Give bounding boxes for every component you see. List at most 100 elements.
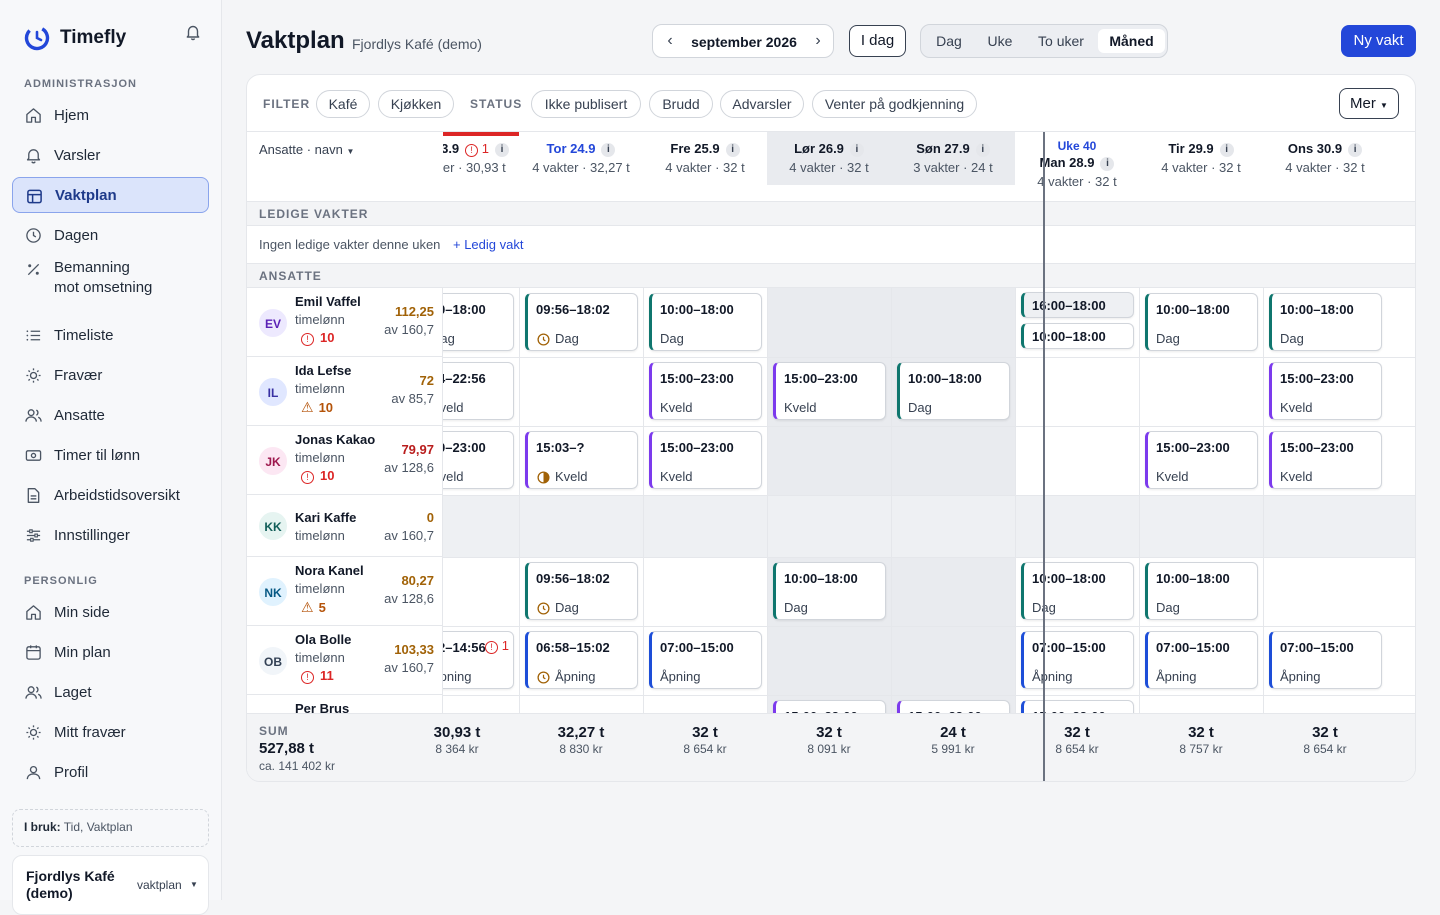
- day-header[interactable]: Søn 27.9 i: [891, 141, 1015, 157]
- employee-row-header[interactable]: JK Jonas Kakao timelønn! 10 79,97 av 128,6: [247, 426, 443, 495]
- employee-row-header[interactable]: OB Ola Bolle timelønn! 11 103,33 av 160,7: [247, 626, 443, 695]
- sidebar-item-min-side[interactable]: Min side: [12, 594, 209, 630]
- shift-time: 15:00–23:00: [784, 709, 858, 713]
- sidebar-item-hjem[interactable]: Hjem: [12, 97, 209, 133]
- sidebar-item-dagen[interactable]: Dagen: [12, 217, 209, 253]
- day-header[interactable]: Ons 23.9! 1i: [443, 141, 519, 157]
- more-button[interactable]: Mer ▼: [1339, 88, 1399, 119]
- shift-card[interactable]: 09:56–18:02 Dag: [525, 293, 638, 351]
- shift-card[interactable]: 15:00–23:00 Kveld: [773, 362, 886, 420]
- status-chip-pending[interactable]: Venter på godkjenning: [812, 90, 977, 118]
- info-icon[interactable]: i: [495, 143, 510, 157]
- day-header[interactable]: Lør 26.9 i: [767, 141, 891, 157]
- info-icon[interactable]: i: [601, 143, 616, 157]
- add-open-shift-link[interactable]: + Ledig vakt: [453, 237, 524, 252]
- shift-card[interactable]: 15:00–23:00 Kveld: [649, 431, 762, 489]
- day-header[interactable]: Man 28.9 i: [1015, 155, 1139, 171]
- shift-card[interactable]: 07:52–14:56! 1 Åpning: [443, 631, 514, 689]
- sidebar-item-mitt-fravaer[interactable]: Mitt fravær: [12, 714, 209, 750]
- shift-card[interactable]: 15:00–23:00 Kveld: [649, 362, 762, 420]
- shift-time: 15:00–23:00: [660, 371, 734, 386]
- new-shift-button[interactable]: Ny vakt: [1341, 25, 1416, 57]
- shift-type: Kveld: [1280, 400, 1313, 415]
- shift-card[interactable]: 15:00–23:00: [773, 700, 886, 713]
- sidebar-item-timeliste[interactable]: Timeliste: [12, 317, 209, 353]
- employee-row-header[interactable]: NK Nora Kanel timelønn ⚠ 5 80,27 av 128,6: [247, 557, 443, 626]
- status-chip-warnings[interactable]: Advarsler: [720, 90, 804, 118]
- info-icon[interactable]: i: [725, 143, 740, 157]
- view-maned[interactable]: Måned: [1098, 29, 1165, 53]
- shift-card[interactable]: 15:00–23:00 Kveld: [1269, 362, 1382, 420]
- shift-type: Åpning: [443, 669, 472, 684]
- shift-card[interactable]: 16:00–18:00: [1021, 292, 1134, 318]
- day-header[interactable]: Tir 29.9 i: [1139, 141, 1263, 157]
- shift-card[interactable]: 06:58–15:02 Åpning: [525, 631, 638, 689]
- shift-card[interactable]: 15:00–23:00 Kveld: [1269, 431, 1382, 489]
- info-icon[interactable]: i: [849, 143, 864, 157]
- sum-day-hours: 32 t: [1188, 724, 1214, 741]
- day-header[interactable]: Tor 24.9 i: [519, 141, 643, 157]
- org-switcher[interactable]: Fjordlys Kafé (demo) vaktplan ▼: [12, 855, 209, 915]
- next-period-chevron-icon[interactable]: ›: [815, 32, 821, 49]
- view-uke[interactable]: Uke: [987, 33, 1013, 49]
- shift-card[interactable]: 07:00–15:00 Åpning: [1145, 631, 1258, 689]
- previous-period-chevron-icon[interactable]: ‹: [667, 32, 673, 49]
- shift-card[interactable]: 15:04–22:56 Kveld: [443, 362, 514, 420]
- filter-label: FILTER: [263, 97, 311, 111]
- info-icon[interactable]: i: [1219, 143, 1234, 157]
- sidebar-item-laget[interactable]: Laget: [12, 674, 209, 710]
- sidebar-item-innstillinger[interactable]: Innstillinger: [12, 517, 209, 553]
- view-to-uker[interactable]: To uker: [1038, 33, 1084, 49]
- shift-card[interactable]: 09:56–18:02 Dag: [525, 562, 638, 620]
- sum-day-hours: 32 t: [692, 724, 718, 741]
- sidebar-item-label: Arbeidstidsoversikt: [54, 486, 180, 504]
- info-icon[interactable]: i: [1348, 143, 1363, 157]
- sidebar-item-varsler[interactable]: Varsler: [12, 137, 209, 173]
- shift-card[interactable]: 15:00–23:00 Kveld: [1145, 431, 1258, 489]
- day-header[interactable]: Fre 25.9 i: [643, 141, 767, 157]
- shift-card[interactable]: 10:00–18:00: [1021, 323, 1134, 349]
- notifications-bell-icon[interactable]: [184, 23, 202, 41]
- view-dag[interactable]: Dag: [936, 33, 962, 49]
- status-chip-breach[interactable]: Brudd: [649, 90, 713, 118]
- shift-card[interactable]: 07:00–15:00 Åpning: [1021, 631, 1134, 689]
- shift-card[interactable]: 07:00–15:00 Åpning: [1269, 631, 1382, 689]
- sidebar-item-min-plan[interactable]: Min plan: [12, 634, 209, 670]
- day-header[interactable]: Ons 30.9 i: [1263, 141, 1387, 157]
- shift-card[interactable]: 15:03–? Kveld: [525, 431, 638, 489]
- sidebar-item-bemanning-mot-omsetning[interactable]: Bemanning mot omsetning: [12, 257, 209, 301]
- info-icon[interactable]: i: [1100, 157, 1115, 171]
- brand[interactable]: Timefly: [24, 25, 126, 51]
- sidebar-item-profil[interactable]: Profil: [12, 754, 209, 790]
- sidebar-item-arbeidstidsoversikt[interactable]: Arbeidstidsoversikt: [12, 477, 209, 513]
- info-icon[interactable]: i: [975, 143, 990, 157]
- shift-card[interactable]: 15:00–23:00: [897, 700, 1010, 713]
- status-chip-unpublished[interactable]: Ikke publisert: [531, 90, 641, 118]
- shift-card[interactable]: 07:00–15:00 Åpning: [649, 631, 762, 689]
- employee-row-header[interactable]: KK Kari Kaffe timelønn 0 av 160,7: [247, 495, 443, 557]
- today-button[interactable]: I dag: [849, 25, 906, 57]
- sidebar-item-vaktplan[interactable]: Vaktplan: [12, 177, 209, 213]
- shift-card[interactable]: 15:00–23:00: [1021, 700, 1134, 713]
- employee-target-hours: av 160,7: [384, 660, 434, 675]
- employee-row-header[interactable]: EV Emil Vaffel timelønn! 10 112,25 av 160,7: [247, 288, 443, 357]
- sort-control[interactable]: Ansatte · navn ▼: [259, 142, 354, 157]
- sidebar-item-timer-til-lonn[interactable]: Timer til lønn: [12, 437, 209, 473]
- filter-chip-kafe[interactable]: Kafé: [316, 90, 370, 118]
- sidebar-item-ansatte[interactable]: Ansatte: [12, 397, 209, 433]
- period-label[interactable]: september 2026: [691, 34, 797, 50]
- employee-row-header[interactable]: Per Brus: [247, 695, 443, 716]
- shift-card[interactable]: 15:00–23:00 Kveld: [443, 431, 514, 489]
- sidebar-item-label: Vaktplan: [55, 186, 117, 204]
- employee-row-header[interactable]: IL Ida Lefse timelønn ⚠ 10 72 av 85,7: [247, 357, 443, 426]
- filter-chip-kjokken[interactable]: Kjøkken: [378, 90, 454, 118]
- sidebar-item-fravaer[interactable]: Fravær: [12, 357, 209, 393]
